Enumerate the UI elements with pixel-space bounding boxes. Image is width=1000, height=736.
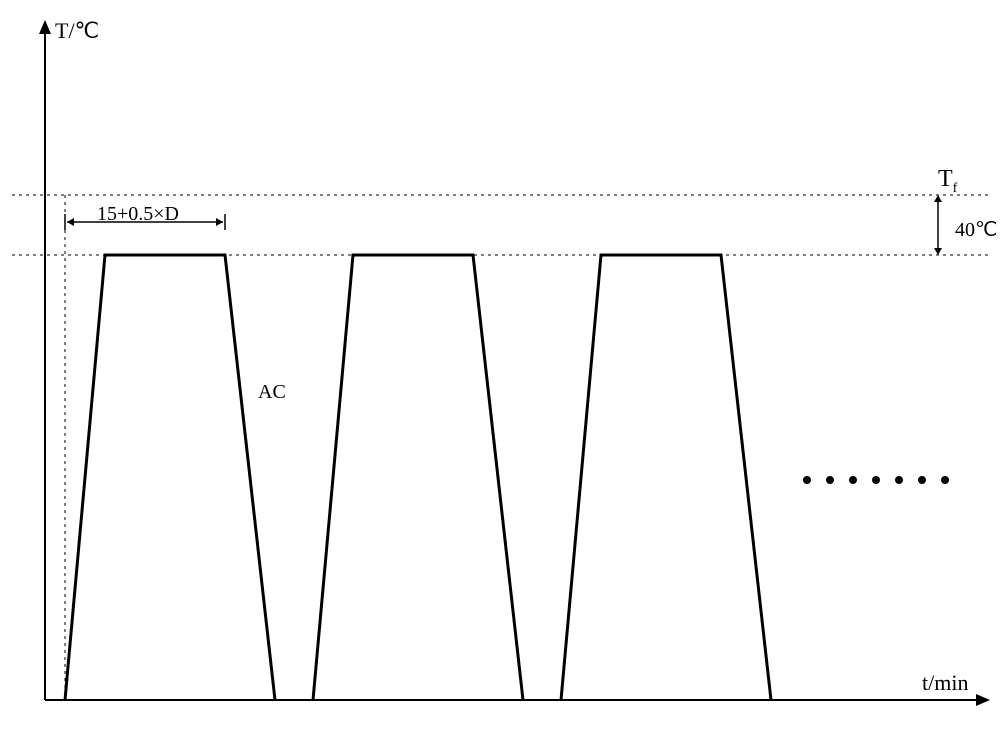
ellipsis-dot	[941, 476, 949, 484]
ellipsis-dot	[849, 476, 857, 484]
cooling-mode-label: AC	[258, 381, 286, 403]
ellipsis-dot	[826, 476, 834, 484]
diagram-stage: T/℃t/min15+0.5×DAC40℃Tf	[0, 0, 1000, 736]
ellipsis-dot	[872, 476, 880, 484]
x-axis-label: t/min	[922, 670, 968, 695]
ellipsis-dot	[895, 476, 903, 484]
ellipsis-dot	[918, 476, 926, 484]
delta-t-label: 40℃	[955, 219, 997, 241]
ellipsis-dot	[803, 476, 811, 484]
diagram-svg: T/℃t/min15+0.5×DAC40℃Tf	[0, 0, 1000, 736]
y-axis-label: T/℃	[55, 18, 99, 43]
background	[0, 0, 1000, 736]
hold-duration-label: 15+0.5×D	[97, 203, 179, 225]
